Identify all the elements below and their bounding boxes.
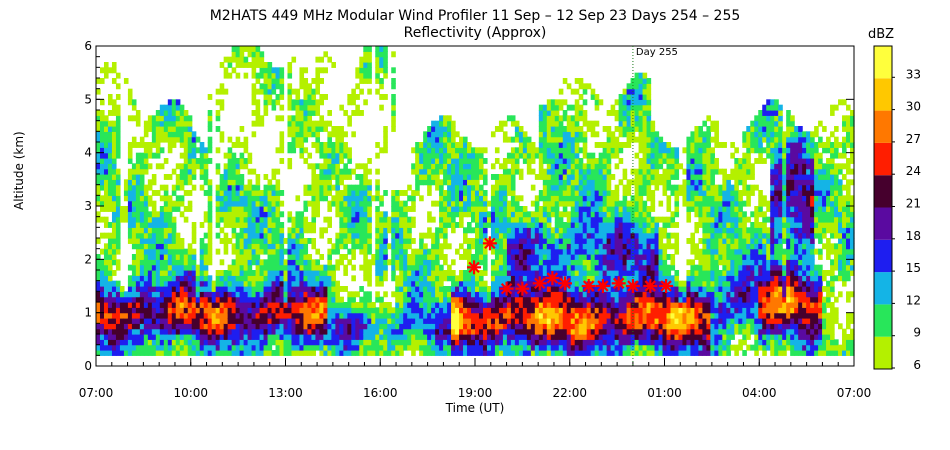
star-marker bbox=[482, 236, 497, 251]
star-marker bbox=[558, 276, 573, 291]
colorbar: 6 9 12 15 18 21 24 27 30 33 bbox=[873, 45, 921, 372]
star-marker bbox=[467, 260, 482, 275]
x-tick-label: 04:00 bbox=[742, 386, 777, 400]
x-tick-label: 22:00 bbox=[552, 386, 587, 400]
star-marker bbox=[515, 281, 530, 296]
x-tick-label: 16:00 bbox=[363, 386, 398, 400]
colorbar-tick-label: 30 bbox=[906, 100, 921, 114]
x-tick-label: 10:00 bbox=[173, 386, 208, 400]
colorbar-swatch bbox=[874, 207, 892, 240]
colorbar-swatch bbox=[874, 175, 892, 208]
x-tick-label: 07:00 bbox=[79, 386, 114, 400]
day-marker-label: Day 255 bbox=[636, 47, 678, 58]
y-tick-label: 6 bbox=[84, 39, 92, 53]
y-tick-label: 2 bbox=[84, 252, 92, 266]
y-tick-label: 3 bbox=[84, 199, 92, 213]
chart-title: M2HATS 449 MHz Modular Wind Profiler 11 … bbox=[209, 8, 741, 24]
heatmap-field bbox=[96, 46, 855, 356]
colorbar-tick-label: 18 bbox=[906, 229, 921, 243]
colorbar-tick-label: 27 bbox=[906, 132, 921, 146]
colorbar-swatch bbox=[874, 304, 892, 337]
colorbar-swatch bbox=[874, 142, 892, 176]
colorbar-tick-label: 6 bbox=[913, 358, 921, 372]
star-marker bbox=[545, 271, 560, 285]
y-tick-label: 0 bbox=[84, 359, 92, 373]
y-tick-label: 1 bbox=[84, 306, 92, 320]
colorbar-swatch bbox=[874, 78, 892, 111]
y-tick-label: 5 bbox=[84, 92, 92, 106]
y-axis-label: Altitude (km) bbox=[12, 131, 26, 210]
y-tick-label: 4 bbox=[84, 146, 92, 160]
colorbar-swatch bbox=[874, 46, 892, 79]
colorbar-tick-label: 24 bbox=[906, 164, 921, 178]
colorbar-swatch bbox=[874, 110, 892, 143]
x-axis-label: Time (UT) bbox=[445, 401, 505, 415]
colorbar-frame bbox=[873, 45, 893, 370]
colorbar-swatch bbox=[874, 239, 892, 273]
colorbar-tick-label: 33 bbox=[906, 67, 921, 81]
star-marker bbox=[532, 276, 547, 291]
star-marker bbox=[659, 279, 674, 293]
plot-axes: 0 1 2 3 4 5 6 07:00 10:00 13:00 16:00 19:00 22:00 01:… bbox=[79, 39, 872, 400]
colorbar-tick-label: 12 bbox=[906, 293, 921, 307]
chart-subtitle: Reflectivity (Approx) bbox=[403, 25, 547, 41]
colorbar-tick-label: 21 bbox=[906, 197, 921, 211]
marker-layer bbox=[467, 236, 674, 296]
star-marker bbox=[643, 279, 658, 293]
x-tick-label: 19:00 bbox=[458, 386, 493, 400]
colorbar-swatch bbox=[874, 272, 892, 305]
star-marker bbox=[611, 276, 626, 291]
colorbar-tick-label: 15 bbox=[906, 261, 921, 275]
x-tick-label: 13:00 bbox=[268, 386, 303, 400]
colorbar-swatch bbox=[874, 336, 892, 369]
star-marker bbox=[581, 279, 596, 293]
x-tick-label: 07:00 bbox=[837, 386, 872, 400]
x-tick-label: 01:00 bbox=[647, 386, 682, 400]
star-marker bbox=[625, 279, 640, 293]
colorbar-unit-label: dBZ bbox=[868, 27, 895, 42]
star-marker bbox=[499, 281, 514, 296]
star-marker bbox=[595, 279, 610, 293]
colorbar-tick-label: 9 bbox=[913, 326, 921, 340]
